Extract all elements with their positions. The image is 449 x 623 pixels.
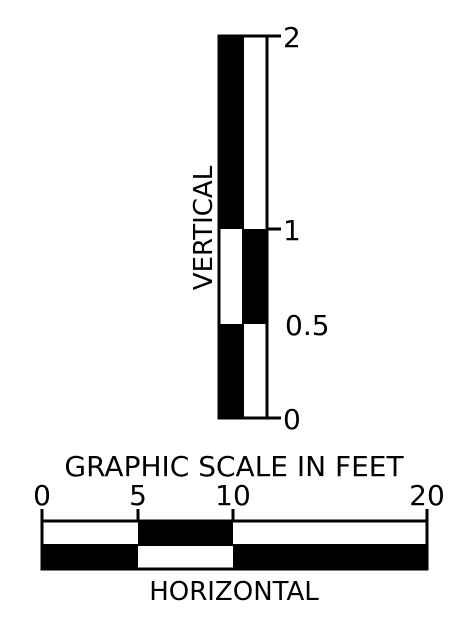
horizontal-tick-label-0: 0 (33, 479, 51, 512)
horizontal-tick-label-5: 5 (129, 479, 147, 512)
vertical-tick-label-1: 1 (283, 214, 301, 247)
horizontal-bottom-segment-3 (233, 545, 427, 569)
horizontal-tick-label-10: 10 (215, 479, 251, 512)
vertical-axis-label: VERTICAL (189, 165, 219, 290)
horizontal-top-segment-1 (42, 521, 138, 545)
horizontal-axis-label: HORIZONTAL (149, 577, 319, 607)
horizontal-top-segment-3 (233, 521, 427, 545)
vertical-right-segment-top (243, 36, 267, 229)
vertical-right-segment-middle (243, 229, 267, 324)
vertical-left-segment-bottom (219, 324, 243, 418)
vertical-left-segment-top (219, 36, 243, 229)
horizontal-top-segment-2 (138, 521, 233, 545)
horizontal-bottom-segment-1 (42, 545, 138, 569)
vertical-tick-label-0.5: 0.5 (285, 309, 330, 342)
vertical-right-segment-bottom (243, 324, 267, 418)
horizontal-scale-bar (40, 509, 429, 571)
horizontal-tick-label-20: 20 (409, 479, 445, 512)
vertical-tick-label-2: 2 (283, 21, 301, 54)
vertical-scale-bar (217, 34, 281, 420)
horizontal-bottom-segment-2 (138, 545, 233, 569)
scale-title: GRAPHIC SCALE IN FEET (64, 450, 404, 483)
vertical-tick-label-0: 0 (283, 403, 301, 436)
vertical-left-segment-middle (219, 229, 243, 324)
